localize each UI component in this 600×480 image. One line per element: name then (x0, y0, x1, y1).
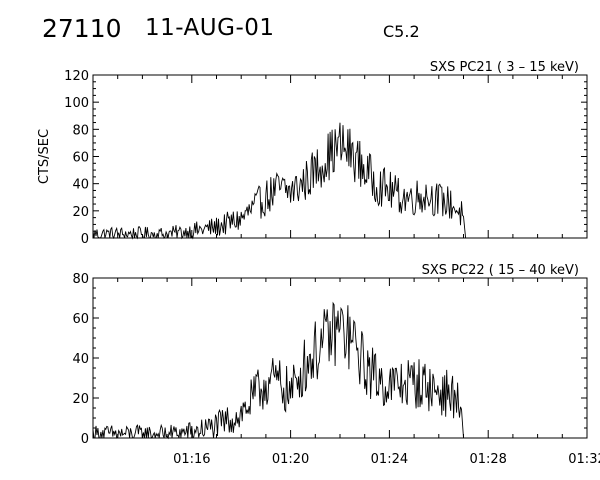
y-tick-label: 80 (72, 123, 89, 138)
plot-frame (92, 277, 588, 439)
x-tick-label: 01:24 (371, 452, 408, 467)
y-tick-label: 0 (81, 232, 89, 247)
x-tick-label: 01:20 (272, 452, 309, 467)
y-tick-label: 80 (72, 272, 89, 287)
y-tick-label: 0 (81, 432, 89, 447)
y-tick-label: 20 (72, 205, 89, 220)
x-tick-label: 01:16 (173, 452, 210, 467)
x-tick-label: 01:32 (568, 452, 600, 467)
flare-class: C5.2 (383, 22, 420, 41)
y-tick-label: 100 (64, 96, 89, 111)
count-rate-series (92, 301, 464, 440)
y-tick-label: 120 (64, 69, 89, 84)
panel-title: SXS PC21 ( 3 – 15 keV) (430, 60, 579, 75)
y-tick-label: 20 (72, 392, 89, 407)
observation-date: 11-AUG-01 (145, 15, 275, 41)
panel-title: SXS PC22 ( 15 – 40 keV) (422, 263, 579, 278)
y-tick-label: 60 (72, 151, 89, 166)
x-tick-label: 01:28 (469, 452, 506, 467)
y-tick-label: 40 (72, 178, 89, 193)
y-tick-label: 60 (72, 312, 89, 327)
y-axis-label: CTS/SEC (37, 129, 52, 184)
plot-frame (92, 74, 588, 239)
count-rate-series (92, 122, 467, 240)
event-id: 27110 (42, 14, 122, 43)
y-tick-label: 40 (72, 352, 89, 367)
